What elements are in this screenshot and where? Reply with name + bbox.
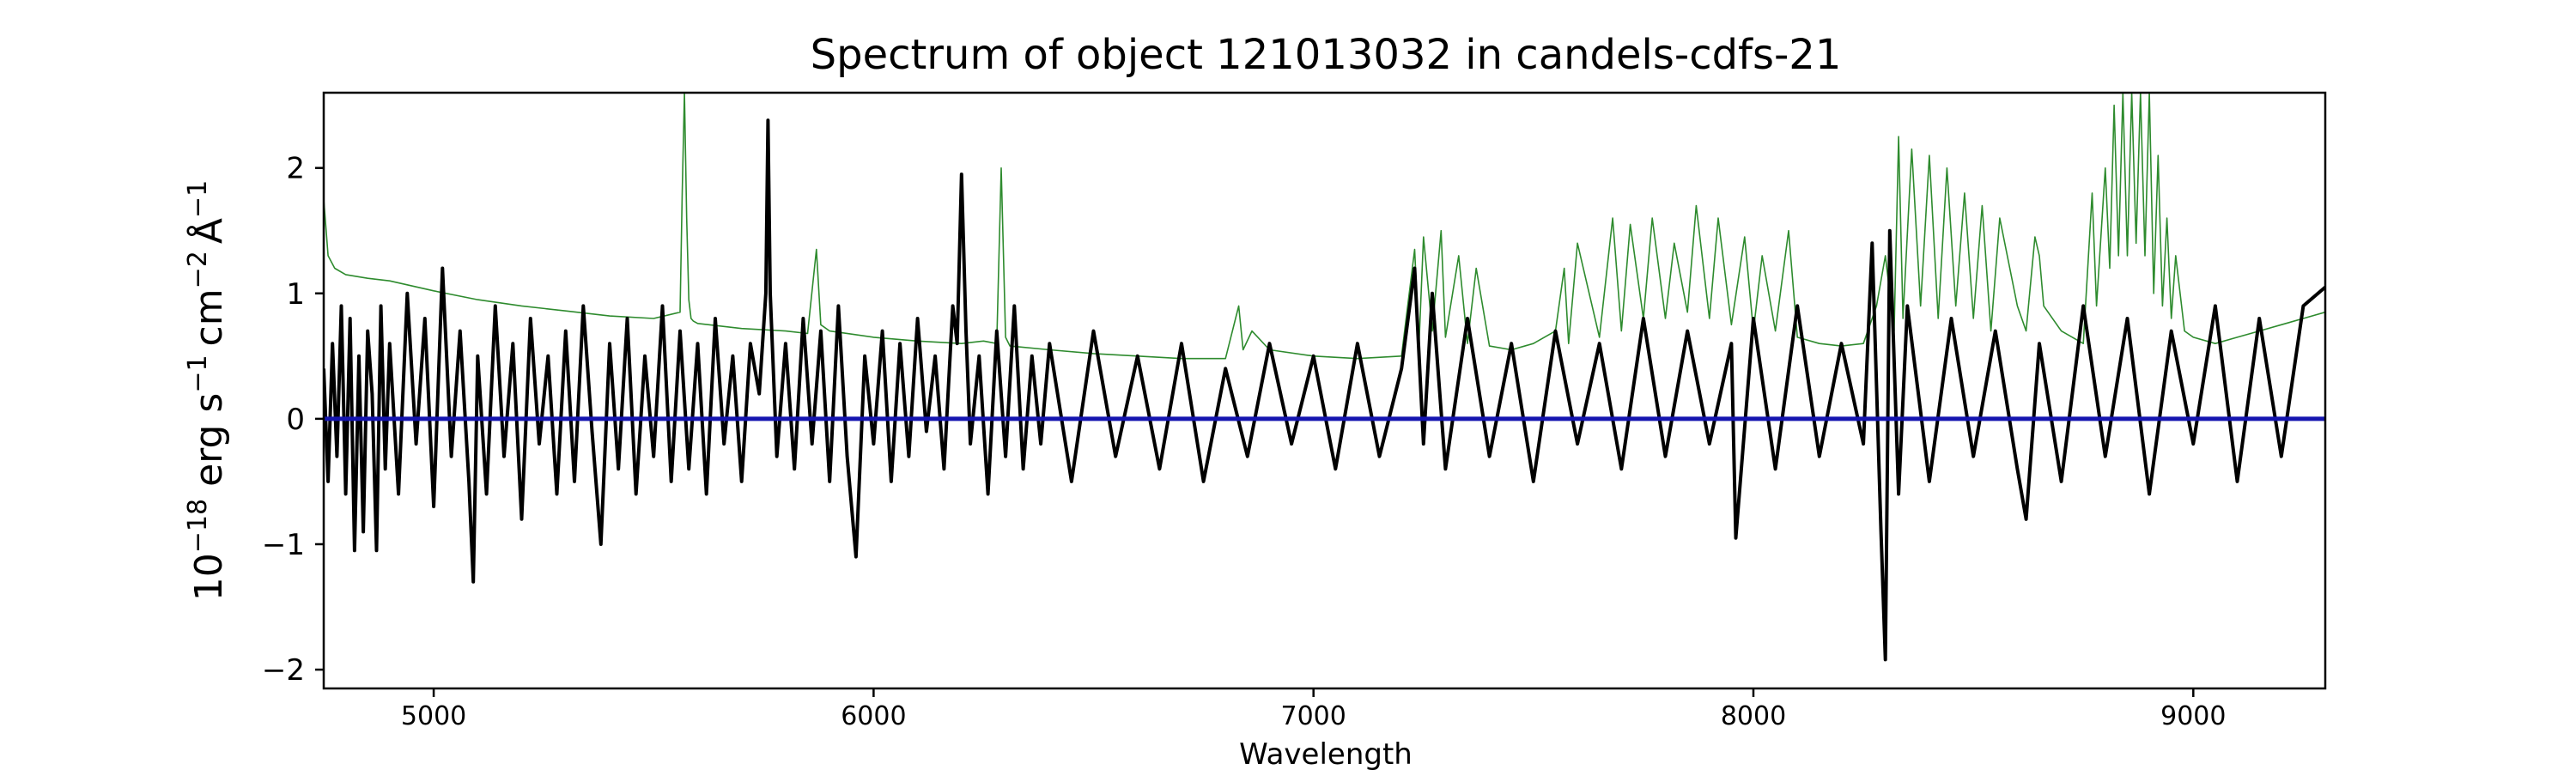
series-layer — [324, 93, 2325, 662]
chart-title: Spectrum of object 121013032 in candels-… — [811, 31, 1842, 79]
y-tick-label: −2 — [262, 653, 305, 688]
y-axis-label: 10−18erg s−1cm−2Å−1 — [183, 180, 231, 601]
y-label-exp1: −1 — [183, 355, 213, 392]
y-tick-label: 2 — [286, 152, 305, 186]
y-label-unit2: cm — [187, 288, 231, 346]
x-tick-label: 6000 — [841, 701, 906, 731]
y-label-exp3: −1 — [183, 180, 213, 218]
y-label-exp2: −2 — [183, 251, 213, 288]
y-label-unit3: Å — [185, 218, 231, 244]
plot-area — [322, 91, 2327, 690]
x-axis: 5000 6000 7000 8000 9000 — [401, 688, 2226, 731]
y-label-unit1: erg s — [187, 393, 231, 487]
y-label-exp-base: −18 — [183, 499, 213, 553]
flux-series-line — [324, 118, 2325, 662]
y-label-base: 10 — [187, 553, 231, 601]
x-axis-label: Wavelength — [1239, 737, 1413, 772]
y-tick-label: −1 — [262, 528, 305, 562]
y-tick-label: 0 — [286, 403, 305, 437]
x-tick-label: 8000 — [1721, 701, 1786, 731]
plot-frame — [322, 91, 2327, 690]
y-axis: −2 −1 0 1 2 — [262, 152, 324, 688]
x-tick-label: 9000 — [2160, 701, 2226, 731]
y-tick-label: 1 — [286, 277, 305, 312]
x-tick-label: 7000 — [1281, 701, 1346, 731]
x-tick-label: 5000 — [401, 701, 466, 731]
noise-series-line — [324, 93, 2325, 360]
